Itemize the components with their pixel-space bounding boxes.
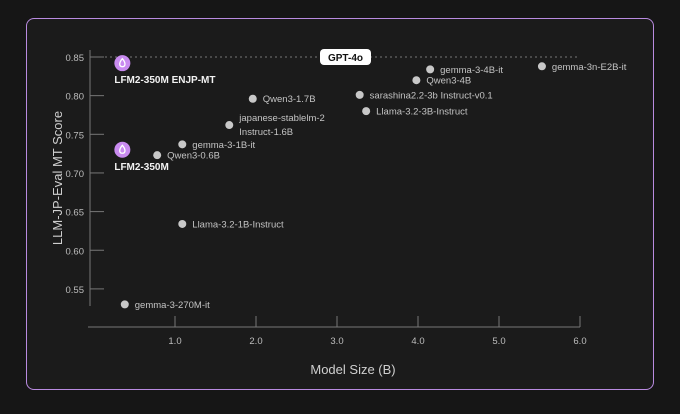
- x-tick-label: 5.0: [492, 336, 505, 347]
- point-label: Qwen3-4B: [426, 76, 471, 87]
- data-point: [120, 300, 129, 309]
- x-axis-label: Model Size (B): [310, 362, 395, 377]
- y-tick-label: 0.70: [66, 169, 85, 180]
- y-tick-label: 0.85: [66, 53, 85, 64]
- y-tick-label: 0.65: [66, 208, 85, 219]
- x-tick-label: 3.0: [330, 336, 343, 347]
- data-point: [426, 65, 435, 74]
- data-point: [178, 219, 187, 228]
- point-label: gemma-3n-E2B-it: [552, 62, 627, 73]
- point-label: Instruct-1.6B: [239, 127, 293, 138]
- chart-frame: [26, 18, 654, 390]
- data-point: [248, 94, 257, 103]
- highlight-point: [114, 141, 131, 158]
- point-label: Llama-3.2-3B-Instruct: [376, 107, 468, 118]
- liquid-drop-icon: [119, 144, 126, 154]
- x-tick-label: 2.0: [249, 336, 262, 347]
- liquid-drop-icon: [119, 57, 126, 68]
- data-point: [153, 151, 162, 160]
- reference-badge: [320, 49, 371, 65]
- reference-label: GPT-4o: [328, 53, 363, 64]
- y-tick-label: 0.55: [66, 285, 85, 296]
- point-label: LFM2-350M ENJP-MT: [114, 75, 215, 86]
- point-label: japanese-stablelm-2: [238, 113, 325, 124]
- x-tick-label: 1.0: [168, 336, 181, 347]
- x-tick-label: 4.0: [411, 336, 424, 347]
- y-tick-label: 0.80: [66, 92, 85, 103]
- data-point: [537, 62, 546, 71]
- data-point: [178, 140, 187, 149]
- point-label: sarashina2.2-3b Instruct-v0.1: [370, 90, 493, 101]
- point-label: Qwen3-1.7B: [263, 94, 316, 105]
- data-point: [412, 76, 421, 85]
- y-tick-label: 0.75: [66, 130, 85, 141]
- point-label: gemma-3-1B-it: [192, 140, 255, 151]
- y-tick-label: 0.60: [66, 246, 85, 257]
- highlight-point: [114, 55, 131, 72]
- point-label: LFM2-350M: [114, 162, 168, 173]
- data-point: [362, 107, 371, 116]
- point-label: gemma-3-4B-it: [440, 65, 503, 76]
- data-point: [355, 90, 364, 99]
- y-axis-label: LLM-JP-Eval MT Score: [50, 111, 65, 245]
- point-label: Llama-3.2-1B-Instruct: [192, 219, 284, 230]
- data-point: [225, 121, 234, 130]
- point-label: Qwen3-0.6B: [167, 151, 220, 162]
- x-tick-label: 6.0: [573, 336, 586, 347]
- point-label: gemma-3-270M-it: [135, 300, 210, 311]
